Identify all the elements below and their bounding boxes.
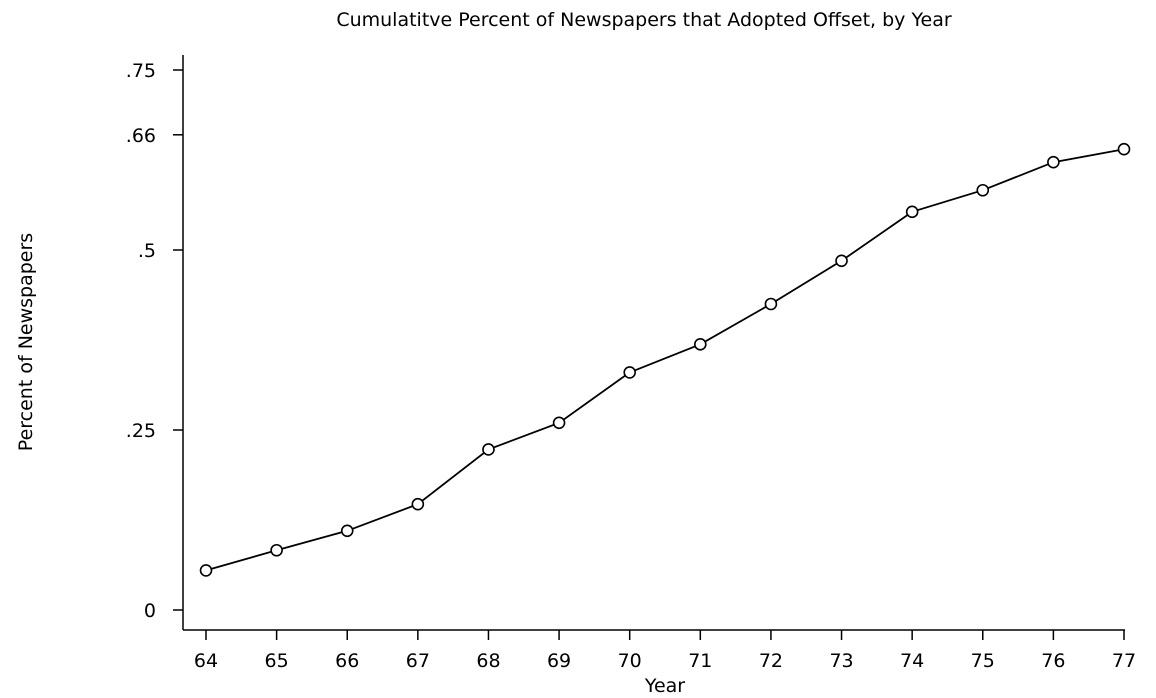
x-tick-label: 76 xyxy=(1041,650,1065,672)
y-tick-label: 0 xyxy=(144,600,156,622)
data-point xyxy=(340,524,354,538)
data-point xyxy=(482,443,495,456)
x-tick-label: 65 xyxy=(265,650,289,672)
y-axis-label: Percent of Newspapers xyxy=(15,233,37,451)
x-tick-label: 64 xyxy=(194,650,218,672)
x-tick-label: 69 xyxy=(547,650,571,672)
x-tick-label: 77 xyxy=(1112,650,1136,672)
data-point xyxy=(694,338,707,351)
data-point xyxy=(1117,142,1131,156)
y-tick-label: .75 xyxy=(126,60,156,82)
data-point xyxy=(411,497,425,511)
y-tick-label: .5 xyxy=(138,240,156,262)
x-tick-label: 72 xyxy=(759,650,783,672)
data-point xyxy=(764,297,778,311)
y-tick-label: .66 xyxy=(126,125,156,147)
x-tick-label: 73 xyxy=(829,650,853,672)
data-point xyxy=(623,366,636,379)
data-point xyxy=(1047,155,1060,169)
data-point xyxy=(905,205,919,219)
x-ticks: 64 65 66 67 68 69 70 71 72 73 74 75 76 77 xyxy=(194,630,1136,672)
x-tick-label: 71 xyxy=(688,650,712,672)
data-point xyxy=(976,183,990,197)
data-point xyxy=(552,416,566,430)
x-tick-label: 74 xyxy=(900,650,924,672)
x-tick-label: 68 xyxy=(476,650,500,672)
x-axis-label: Year xyxy=(644,675,685,697)
data-point xyxy=(835,254,848,268)
data-point xyxy=(199,564,213,577)
y-ticks: 0 .25 .5 .66 .75 xyxy=(126,60,183,622)
chart-title: Cumulatitve Percent of Newspapers that A… xyxy=(336,9,952,31)
x-tick-label: 66 xyxy=(335,650,359,672)
x-tick-label: 67 xyxy=(406,650,430,672)
series-line xyxy=(205,148,1125,572)
x-tick-label: 70 xyxy=(618,650,642,672)
data-point xyxy=(270,543,283,557)
y-tick-label: .25 xyxy=(126,420,156,442)
x-tick-label: 75 xyxy=(971,650,995,672)
series-layer xyxy=(199,142,1131,577)
